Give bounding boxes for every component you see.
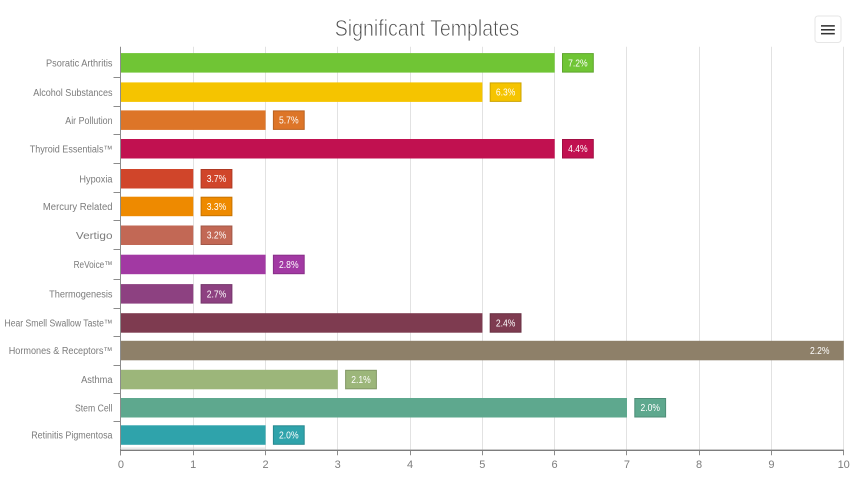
svg-text:ReVoice™: ReVoice™	[74, 260, 113, 271]
svg-text:6.3%: 6.3%	[496, 87, 516, 99]
svg-text:7.2%: 7.2%	[568, 57, 588, 69]
svg-text:7: 7	[624, 459, 630, 471]
svg-text:Hormones & Receptors™: Hormones & Receptors™	[9, 346, 113, 357]
svg-text:Alcohol Substances: Alcohol Substances	[33, 88, 112, 99]
svg-text:2: 2	[262, 459, 268, 471]
svg-text:5: 5	[479, 459, 485, 471]
svg-text:2.7%: 2.7%	[207, 288, 227, 300]
svg-text:9: 9	[768, 459, 774, 471]
svg-text:3.7%: 3.7%	[207, 173, 227, 185]
svg-text:Air Pollution: Air Pollution	[65, 116, 112, 127]
svg-text:Retinitis Pigmentosa: Retinitis Pigmentosa	[31, 431, 113, 442]
svg-text:Hypoxia: Hypoxia	[79, 174, 112, 185]
svg-text:Stem Cell: Stem Cell	[75, 403, 113, 414]
svg-text:Vertigo: Vertigo	[76, 231, 113, 242]
svg-text:2.0%: 2.0%	[279, 430, 299, 442]
svg-text:5.7%: 5.7%	[279, 115, 299, 127]
svg-text:10: 10	[838, 459, 850, 471]
svg-text:2.2%: 2.2%	[810, 345, 830, 357]
svg-text:2.8%: 2.8%	[279, 259, 299, 271]
svg-text:0: 0	[118, 459, 124, 471]
svg-text:2.0%: 2.0%	[640, 402, 660, 414]
svg-text:4.4%: 4.4%	[568, 143, 588, 155]
svg-text:1: 1	[190, 459, 196, 471]
svg-text:Hear Smell Swallow Taste™: Hear Smell Swallow Taste™	[5, 319, 113, 330]
svg-text:8: 8	[696, 459, 702, 471]
svg-text:Mercury Related: Mercury Related	[43, 202, 113, 213]
svg-text:3.3%: 3.3%	[207, 201, 227, 213]
svg-text:6: 6	[552, 459, 558, 471]
svg-text:Psoratic Arthritis: Psoratic Arthritis	[46, 59, 113, 70]
svg-text:3.2%: 3.2%	[207, 230, 227, 242]
svg-text:Asthma: Asthma	[81, 375, 113, 386]
svg-text:2.4%: 2.4%	[496, 317, 516, 329]
svg-text:3: 3	[335, 459, 341, 471]
svg-text:Thyroid Essentials™: Thyroid Essentials™	[30, 144, 113, 155]
svg-text:4: 4	[407, 459, 413, 471]
svg-text:Thermogenesis: Thermogenesis	[49, 290, 112, 301]
svg-text:2.1%: 2.1%	[351, 374, 371, 386]
svg-text:Significant Templates: Significant Templates	[335, 15, 520, 41]
